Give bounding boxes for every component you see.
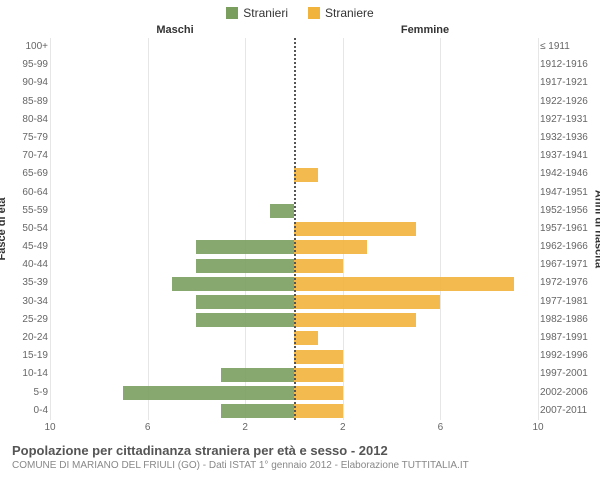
age-label: 95-99 — [12, 56, 48, 74]
bar-male — [270, 204, 294, 218]
y-axis-left-labels: 100+95-9990-9485-8980-8475-7970-7465-696… — [12, 38, 48, 420]
bar-female — [294, 240, 367, 254]
age-label: 70-74 — [12, 147, 48, 165]
center-baseline — [294, 38, 296, 420]
bar-female — [294, 386, 343, 400]
age-label: 10-14 — [12, 365, 48, 383]
bar-female — [294, 259, 343, 273]
legend-item-female: Straniere — [308, 6, 374, 20]
panel-titles: Maschi Femmine — [0, 24, 600, 36]
birth-label: 1972-1976 — [540, 274, 592, 292]
birth-label: 1962-1966 — [540, 238, 592, 256]
bar-male — [123, 386, 294, 400]
bar-female — [294, 222, 416, 236]
bar-male — [196, 313, 294, 327]
birth-label: 2007-2011 — [540, 402, 592, 420]
birth-label: 1997-2001 — [540, 365, 592, 383]
birth-label: 1957-1961 — [540, 220, 592, 238]
birth-label: 1932-1936 — [540, 129, 592, 147]
x-tick: 2 — [242, 422, 248, 433]
birth-label: 1927-1931 — [540, 111, 592, 129]
age-label: 85-89 — [12, 93, 48, 111]
age-label: 50-54 — [12, 220, 48, 238]
age-label: 100+ — [12, 38, 48, 56]
age-label: 15-19 — [12, 347, 48, 365]
legend-item-male: Stranieri — [226, 6, 288, 20]
birth-label: 2002-2006 — [540, 384, 592, 402]
bar-male — [221, 404, 294, 418]
birth-label: 1977-1981 — [540, 293, 592, 311]
x-tick: 10 — [532, 422, 543, 433]
y-axis-title-right: Anni di nascita — [592, 190, 600, 268]
plot-area — [50, 38, 538, 420]
panel-title-left: Maschi — [50, 24, 300, 36]
bar-female — [294, 295, 440, 309]
age-label: 45-49 — [12, 238, 48, 256]
bar-female — [294, 368, 343, 382]
birth-label: 1947-1951 — [540, 184, 592, 202]
x-tick: 6 — [438, 422, 444, 433]
birth-label: 1987-1991 — [540, 329, 592, 347]
chart-title: Popolazione per cittadinanza straniera p… — [12, 443, 588, 458]
birth-label: 1992-1996 — [540, 347, 592, 365]
footer: Popolazione per cittadinanza straniera p… — [0, 437, 600, 471]
x-tick: 6 — [145, 422, 151, 433]
age-label: 25-29 — [12, 311, 48, 329]
birth-label: 1952-1956 — [540, 202, 592, 220]
bar-female — [294, 168, 318, 182]
legend-label-female: Straniere — [325, 6, 374, 20]
x-axis-ticks: 10622610 — [50, 422, 538, 437]
birth-label: 1982-1986 — [540, 311, 592, 329]
x-tick: 2 — [340, 422, 346, 433]
age-label: 75-79 — [12, 129, 48, 147]
x-tick: 10 — [44, 422, 55, 433]
birth-label: 1937-1941 — [540, 147, 592, 165]
birth-label: 1917-1921 — [540, 74, 592, 92]
chart-subtitle: COMUNE DI MARIANO DEL FRIULI (GO) - Dati… — [12, 460, 588, 471]
panel-title-right: Femmine — [300, 24, 550, 36]
bar-male — [196, 259, 294, 273]
bar-female — [294, 404, 343, 418]
bar-female — [294, 313, 416, 327]
birth-label: 1922-1926 — [540, 93, 592, 111]
y-axis-title-left: Fasce di età — [0, 198, 8, 261]
bar-male — [196, 295, 294, 309]
bar-female — [294, 331, 318, 345]
bar-female — [294, 277, 514, 291]
bar-male — [221, 368, 294, 382]
legend-label-male: Stranieri — [243, 6, 288, 20]
bar-female — [294, 350, 343, 364]
age-label: 65-69 — [12, 165, 48, 183]
age-label: 35-39 — [12, 274, 48, 292]
age-label: 90-94 — [12, 74, 48, 92]
age-label: 5-9 — [12, 384, 48, 402]
age-label: 0-4 — [12, 402, 48, 420]
age-label: 40-44 — [12, 256, 48, 274]
legend: Stranieri Straniere — [0, 0, 600, 20]
chart: Fasce di età Anni di nascita 100+95-9990… — [0, 38, 600, 420]
bar-male — [172, 277, 294, 291]
birth-label: 1967-1971 — [540, 256, 592, 274]
age-label: 55-59 — [12, 202, 48, 220]
birth-label: 1912-1916 — [540, 56, 592, 74]
age-label: 80-84 — [12, 111, 48, 129]
birth-label: 1942-1946 — [540, 165, 592, 183]
female-swatch — [308, 7, 320, 19]
y-axis-right-labels: ≤ 19111912-19161917-19211922-19261927-19… — [540, 38, 592, 420]
birth-label: ≤ 1911 — [540, 38, 592, 56]
bar-male — [196, 240, 294, 254]
age-label: 60-64 — [12, 184, 48, 202]
male-swatch — [226, 7, 238, 19]
age-label: 20-24 — [12, 329, 48, 347]
age-label: 30-34 — [12, 293, 48, 311]
